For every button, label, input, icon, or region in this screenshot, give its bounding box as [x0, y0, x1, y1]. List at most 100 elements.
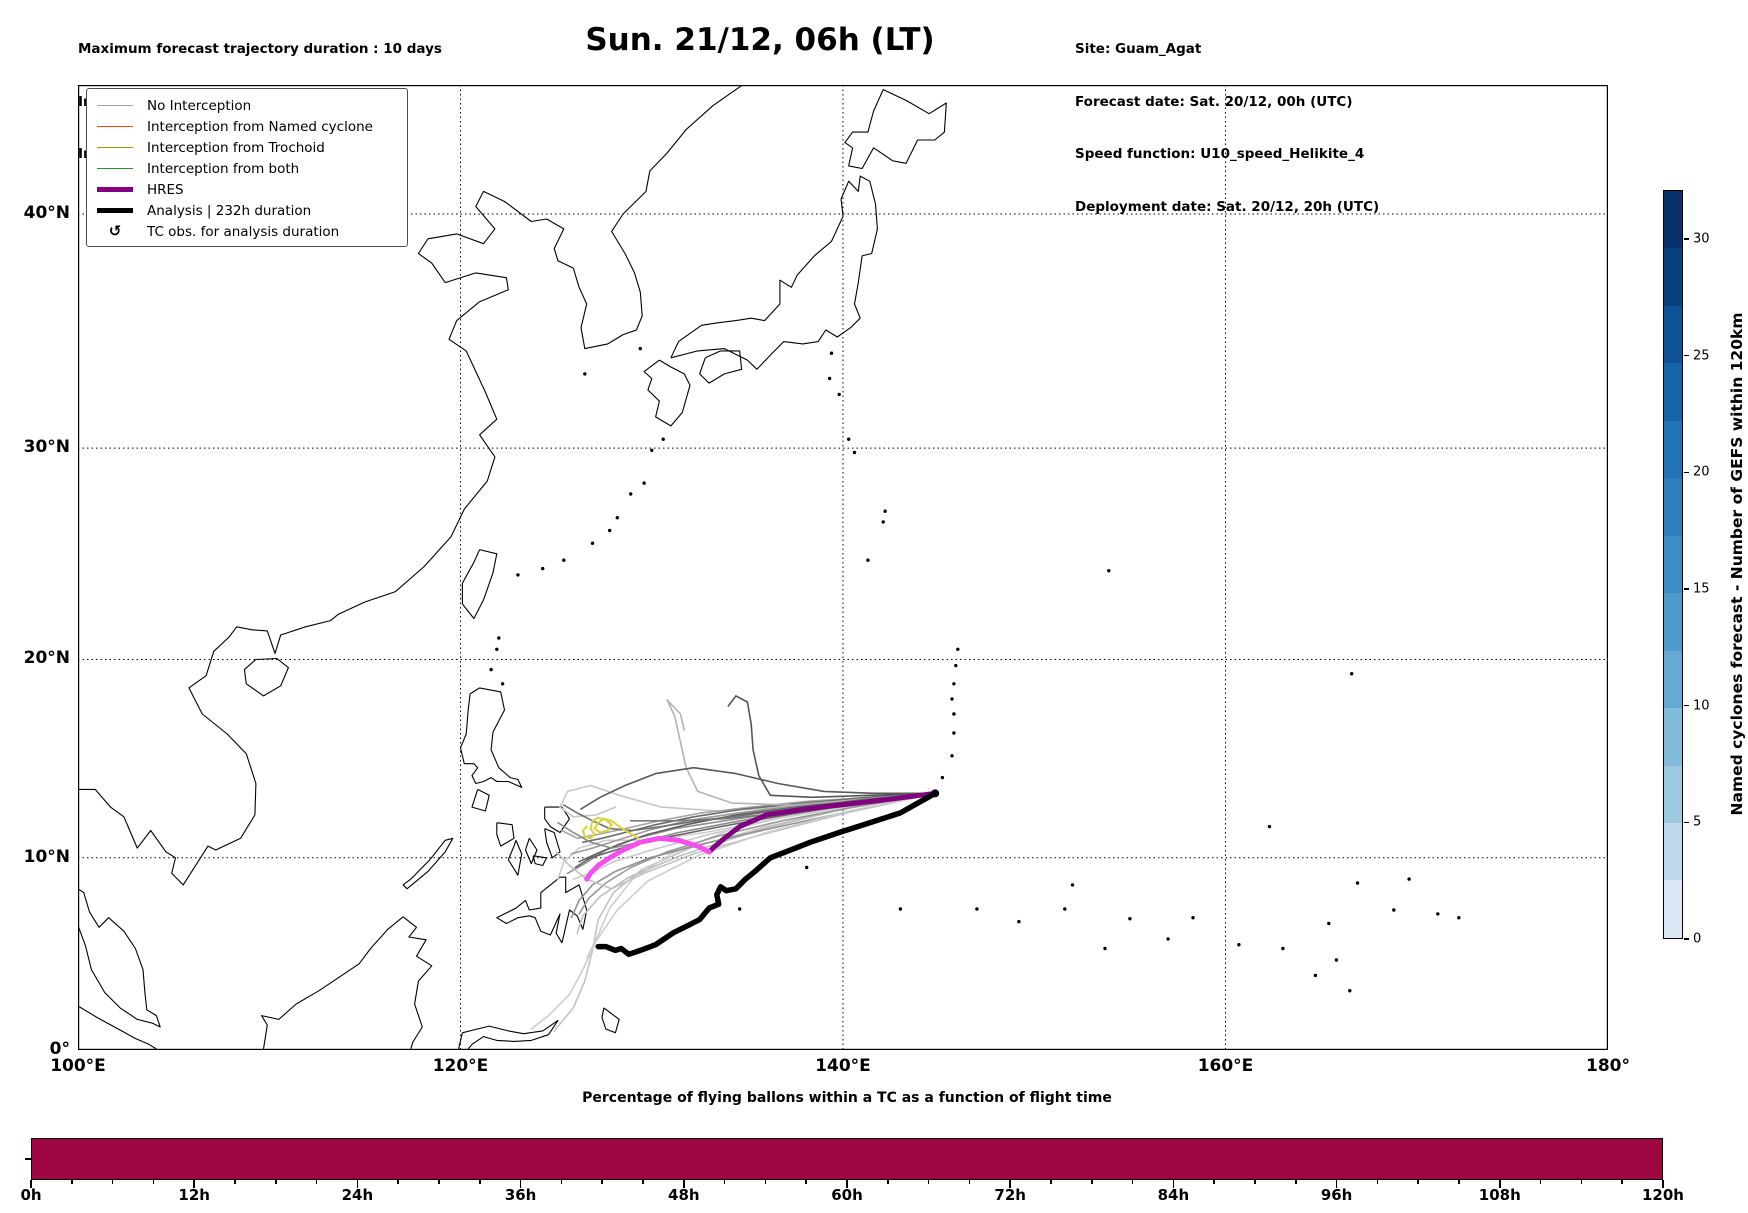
- trajectory: [666, 699, 936, 806]
- time-tick: [1050, 1180, 1052, 1184]
- island-dot: [837, 392, 841, 397]
- island-dot: [497, 636, 501, 640]
- island-dot: [1166, 937, 1170, 941]
- time-tick-label: 120h: [1642, 1186, 1684, 1204]
- time-tick: [1091, 1180, 1093, 1184]
- time-tick: [1499, 1180, 1501, 1188]
- trajectory: [576, 792, 936, 934]
- legend-item: Interception from Named cyclone: [97, 116, 397, 137]
- lon-tick-label: 100°E: [50, 1056, 106, 1076]
- lat-tick-label: 20°N: [23, 648, 70, 669]
- colorbar-band: [1664, 535, 1682, 594]
- trajectory: [581, 816, 640, 840]
- island-dot: [1457, 916, 1461, 920]
- legend-item: Interception from Trochoid: [97, 137, 397, 158]
- island-dot: [1313, 973, 1318, 978]
- time-tick: [152, 1180, 155, 1184]
- legend-line-swatch: [97, 167, 133, 170]
- colorbar-tick-label: 0: [1693, 931, 1702, 947]
- forecast-date-text: Forecast date: Sat. 20/12, 00h (UTC): [1075, 93, 1353, 110]
- island-dot: [1281, 946, 1285, 951]
- lon-tick-label: 120°E: [432, 1056, 489, 1076]
- time-tick: [1580, 1180, 1583, 1184]
- trajectory: [582, 792, 936, 843]
- coastline: [461, 549, 498, 620]
- time-tick: [1539, 1180, 1542, 1184]
- trajectory: [706, 790, 938, 855]
- legend-item: HRES: [97, 179, 397, 200]
- island-dot: [829, 351, 834, 355]
- time-tick: [519, 1180, 522, 1188]
- island-dot: [1063, 907, 1067, 911]
- time-tick-label: 60h: [831, 1186, 863, 1204]
- lon-tick-label: 180°: [1586, 1056, 1630, 1076]
- legend-item-label: HRES: [147, 181, 184, 198]
- island-dot: [516, 573, 520, 577]
- island-dot: [847, 437, 851, 441]
- coastline: [643, 359, 691, 427]
- legend-line-swatch: [97, 104, 133, 107]
- legend-item-label: Interception from Trochoid: [147, 139, 325, 156]
- island-dot: [1267, 824, 1272, 829]
- island-dot: [1348, 989, 1352, 993]
- legend-item: Interception from both: [97, 158, 397, 179]
- time-tick: [397, 1180, 399, 1184]
- site-text: Site: Guam_Agat: [1075, 41, 1202, 57]
- legend-item: ↺ TC obs. for analysis duration: [97, 221, 397, 242]
- colorbar-band: [1664, 650, 1682, 709]
- coastline: [458, 1019, 559, 1050]
- island-dot: [1392, 908, 1396, 912]
- island-dot: [975, 907, 979, 911]
- coastline: [459, 687, 523, 788]
- island-dot: [1350, 672, 1354, 676]
- time-tick: [764, 1180, 767, 1184]
- coastline: [524, 837, 538, 865]
- trajectory: [727, 695, 936, 799]
- time-tick-label: 84h: [1157, 1186, 1190, 1204]
- time-tick: [560, 1180, 563, 1184]
- island-dot: [805, 865, 809, 870]
- legend-item-label: TC obs. for analysis duration: [147, 223, 340, 240]
- coastline: [261, 916, 433, 1050]
- island-dot: [954, 663, 958, 668]
- coastline: [544, 828, 561, 859]
- island-dot: [738, 907, 742, 911]
- time-tick: [479, 1180, 481, 1184]
- coastline: [601, 1007, 620, 1034]
- island-dot: [950, 697, 954, 701]
- island-dot: [952, 712, 956, 716]
- coastline: [670, 175, 878, 370]
- island-dot: [866, 558, 870, 562]
- trajectory: [580, 766, 936, 810]
- time-tick-label: 48h: [668, 1186, 700, 1204]
- legend-line-swatch: [97, 146, 133, 149]
- time-tick: [1009, 1180, 1011, 1188]
- coastline: [402, 837, 454, 890]
- colorbar-band: [1664, 708, 1682, 766]
- time-tick: [193, 1180, 195, 1188]
- trajectory: [553, 792, 936, 1032]
- legend-item-label: Analysis | 232h duration: [147, 202, 312, 219]
- time-tick: [805, 1180, 807, 1184]
- map-svg: [78, 85, 1608, 1050]
- island-dot: [852, 450, 857, 455]
- island-dot: [1103, 946, 1107, 951]
- colorbar-tick-label: 20: [1693, 464, 1710, 480]
- island-dot: [1128, 917, 1132, 921]
- colorbar-tick: [1684, 821, 1689, 824]
- time-tick: [30, 1180, 32, 1188]
- island-dot: [1334, 958, 1339, 962]
- colorbar-band: [1664, 191, 1682, 249]
- island-dot: [940, 775, 945, 780]
- lat-tick-label: 0°: [49, 1039, 70, 1059]
- colorbar-tick-label: 25: [1693, 348, 1710, 364]
- legend-line-swatch: [97, 125, 133, 128]
- time-tick-label: 24h: [341, 1186, 374, 1204]
- colorbar-tick-label: 5: [1693, 814, 1702, 830]
- time-tick: [1376, 1180, 1379, 1184]
- colorbar-tick: [1684, 704, 1689, 707]
- coastline: [243, 657, 289, 697]
- island-dot: [615, 516, 619, 520]
- time-tick: [71, 1180, 73, 1184]
